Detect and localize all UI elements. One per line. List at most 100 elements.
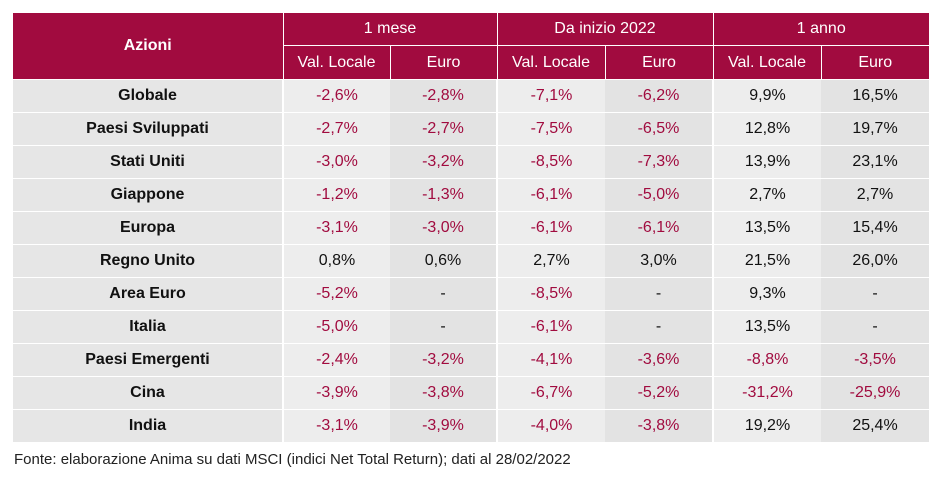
value-cell: -1,2% [282,178,390,212]
value-cell: -3,2% [390,343,497,377]
header-group-1-mese: 1 mese [282,13,497,46]
table-row: Giappone -1,2% -1,3% -6,1% -5,0% 2,7% 2,7% [13,178,929,212]
value-cell: -8,5% [496,145,605,179]
value-cell: -4,0% [496,409,605,442]
row-label: Stati Uniti [13,145,283,179]
value-cell: 16,5% [821,79,929,113]
value-cell: -6,5% [605,112,713,146]
value-cell: -2,4% [282,343,390,377]
subheader-ytd-euro: Euro [604,45,713,80]
value-cell: -3,1% [282,211,390,245]
table-row: Regno Unito 0,8% 0,6% 2,7% 3,0% 21,5% 26,0% [13,244,929,278]
value-cell: -5,2% [282,277,390,311]
subheader-1m-euro: Euro [389,45,497,80]
value-cell: -6,7% [496,376,605,410]
value-cell: 19,7% [821,112,929,146]
value-cell: 15,4% [821,211,929,245]
table-row: Italia -5,0% - -6,1% -13,5% - [13,310,929,344]
value-cell: -3,2% [390,145,497,179]
value-cell: 2,7% [496,244,605,278]
value-cell: 13,5% [712,310,821,344]
value-cell: - [605,310,713,344]
table-row: Paesi Emergenti -2,4% -3,2% -4,1% -3,6% -8,8%… [13,343,929,377]
row-label: Italia [13,310,283,344]
source-note: Fonte: elaborazione Anima su dati MSCI (… [14,451,571,468]
row-label: Area Euro [13,277,283,311]
header-azioni: Azioni [13,13,283,80]
subheader-ytd-local: Val. Locale [496,45,605,80]
row-label: Globale [13,79,283,113]
equity-performance-table: Azioni 1 mese Da inizio 2022 1 anno Val.… [13,13,929,442]
value-cell: - [390,277,497,311]
row-label: Regno Unito [13,244,283,278]
value-cell: -3,8% [390,376,497,410]
subheader-1m-local: Val. Locale [282,45,390,80]
value-cell: 9,9% [712,79,821,113]
value-cell: 2,7% [821,178,929,212]
value-cell: 12,8% [712,112,821,146]
value-cell: 13,5% [712,211,821,245]
value-cell: 2,7% [712,178,821,212]
value-cell: 23,1% [821,145,929,179]
table-row: India -3,1% -3,9% -4,0% -3,8% 19,2% 25,4% [13,409,929,442]
value-cell: - [821,310,929,344]
value-cell: -5,2% [605,376,713,410]
value-cell: - [821,277,929,311]
value-cell: 13,9% [712,145,821,179]
value-cell: 0,6% [390,244,497,278]
value-cell: -6,1% [605,211,713,245]
value-cell: -2,7% [282,112,390,146]
value-cell: -3,1% [282,409,390,442]
value-cell: -3,6% [605,343,713,377]
subheader-1y-euro: Euro [820,45,929,80]
value-cell: -3,5% [821,343,929,377]
value-cell: 9,3% [712,277,821,311]
value-cell: -31,2% [712,376,821,410]
row-label: Paesi Sviluppati [13,112,283,146]
subheader-1y-local: Val. Locale [712,45,821,80]
value-cell: -1,3% [390,178,497,212]
value-cell: -3,0% [282,145,390,179]
value-cell: 19,2% [712,409,821,442]
value-cell: -2,8% [390,79,497,113]
value-cell: -3,9% [390,409,497,442]
value-cell: -25,9% [821,376,929,410]
row-label: Giappone [13,178,283,212]
value-cell: -3,0% [390,211,497,245]
value-cell: -2,6% [282,79,390,113]
value-cell: -4,1% [496,343,605,377]
table-row: Europa -3,1% -3,0% -6,1% -6,1% 13,5% 15,4% [13,211,929,245]
header-group-ytd: Da inizio 2022 [496,13,713,46]
value-cell: -7,1% [496,79,605,113]
value-cell: 26,0% [821,244,929,278]
table-row: Stati Uniti -3,0% -3,2% -8,5% -7,3% 13,9% 23,1… [13,145,929,179]
value-cell: 21,5% [712,244,821,278]
value-cell: -6,1% [496,211,605,245]
table-body: Globale -2,6% -2,8% -7,1% -6,2% 9,9% 16,5% Paes… [13,79,929,442]
value-cell: -5,0% [282,310,390,344]
row-label: Paesi Emergenti [13,343,283,377]
table-row: Globale -2,6% -2,8% -7,1% -6,2% 9,9% 16,5% [13,79,929,113]
value-cell: -8,8% [712,343,821,377]
table-row: Paesi Sviluppati -2,7% -2,7% -7,5% -6,5% 12,8… [13,112,929,146]
header-group-1-anno: 1 anno [712,13,929,46]
table-row: Cina -3,9% -3,8% -6,7% -5,2% -31,2% -25,9% [13,376,929,410]
value-cell: -2,7% [390,112,497,146]
value-cell: -3,9% [282,376,390,410]
table-row: Area Euro -5,2% - -8,5% -9,3% - [13,277,929,311]
row-label: Europa [13,211,283,245]
row-label: Cina [13,376,283,410]
value-cell: -6,1% [496,178,605,212]
value-cell: 25,4% [821,409,929,442]
value-cell: -5,0% [605,178,713,212]
value-cell: -7,5% [496,112,605,146]
value-cell: -6,2% [605,79,713,113]
value-cell: -7,3% [605,145,713,179]
performance-table-container: Azioni 1 mese Da inizio 2022 1 anno Val.… [13,13,929,442]
value-cell: 3,0% [605,244,713,278]
row-label: India [13,409,283,442]
value-cell: -3,8% [605,409,713,442]
value-cell: - [605,277,713,311]
value-cell: 0,8% [282,244,390,278]
value-cell: - [390,310,497,344]
